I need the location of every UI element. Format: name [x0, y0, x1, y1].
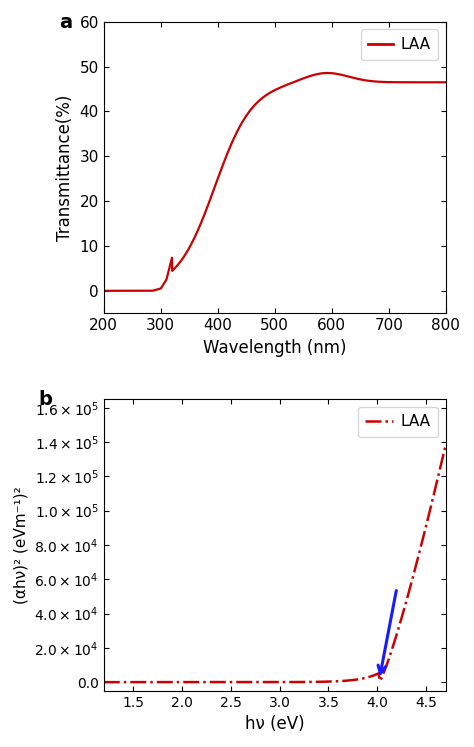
Legend: LAA: LAA — [361, 29, 438, 60]
Legend: LAA: LAA — [357, 407, 438, 437]
Text: b: b — [39, 391, 53, 409]
Text: a: a — [59, 13, 73, 32]
X-axis label: hν (eV): hν (eV) — [245, 715, 304, 733]
Y-axis label: (αhν)² (eVm⁻¹)²: (αhν)² (eVm⁻¹)² — [14, 486, 29, 604]
X-axis label: Wavelength (nm): Wavelength (nm) — [203, 338, 346, 356]
Y-axis label: Transmittance(%): Transmittance(%) — [56, 94, 74, 241]
